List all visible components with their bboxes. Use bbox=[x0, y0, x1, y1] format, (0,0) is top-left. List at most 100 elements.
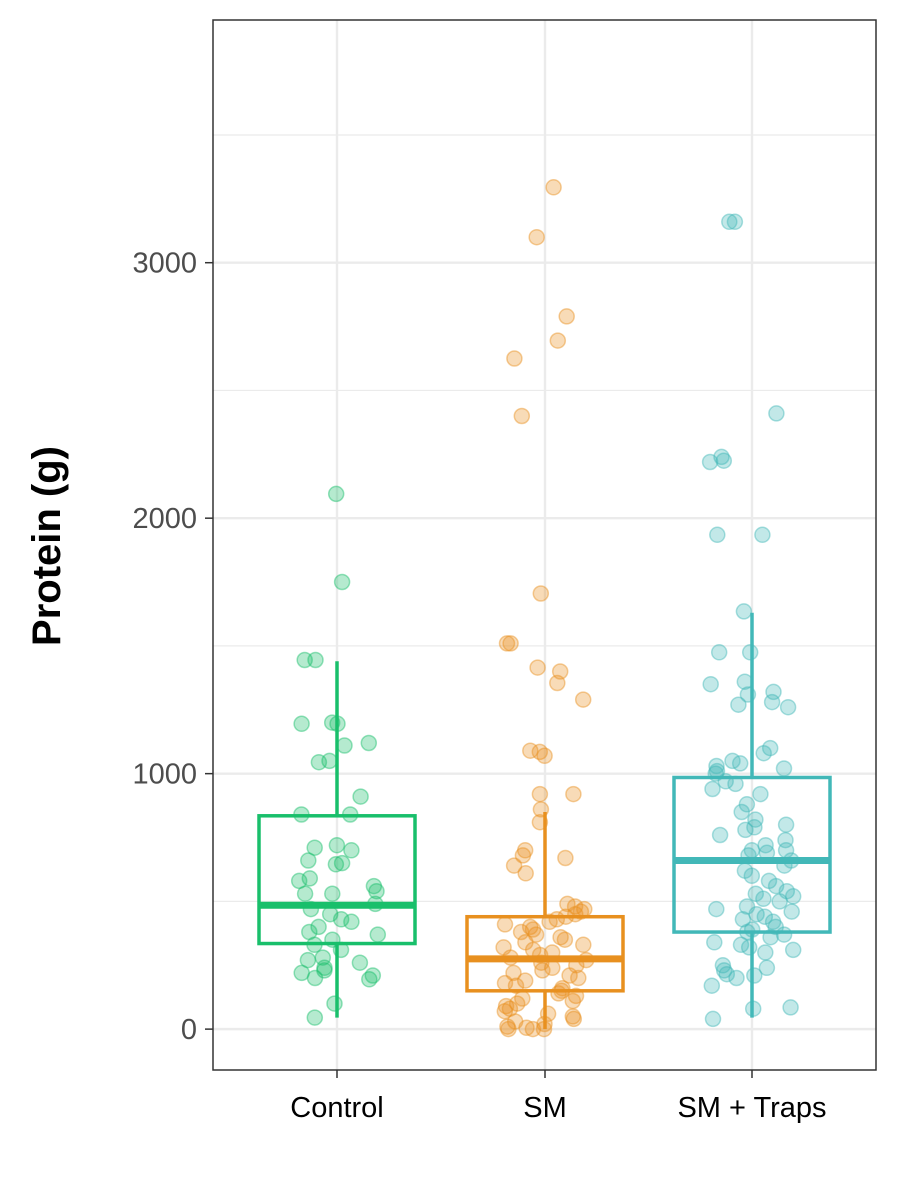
x-tick-label: Control bbox=[290, 1092, 384, 1124]
x-axis: Control SM SM + Traps bbox=[290, 1070, 827, 1124]
data-point bbox=[756, 908, 774, 925]
y-tick-label: 1000 bbox=[132, 759, 197, 791]
data-point bbox=[746, 967, 763, 984]
data-point bbox=[757, 944, 774, 961]
data-point bbox=[522, 742, 539, 759]
data-point bbox=[733, 803, 750, 821]
data-point bbox=[534, 962, 551, 979]
data-point bbox=[782, 999, 799, 1016]
data-point bbox=[565, 1010, 583, 1028]
data-point bbox=[506, 1013, 524, 1030]
box bbox=[465, 914, 625, 993]
data-point bbox=[738, 796, 756, 813]
data-point bbox=[328, 836, 346, 854]
data-point bbox=[293, 964, 310, 982]
data-point bbox=[752, 785, 769, 803]
data-point bbox=[293, 715, 310, 733]
data-point bbox=[514, 847, 532, 864]
data-point bbox=[324, 885, 341, 902]
data-point bbox=[296, 885, 314, 902]
data-point bbox=[730, 696, 747, 713]
data-point bbox=[708, 900, 725, 918]
data-point bbox=[549, 674, 566, 692]
data-point bbox=[561, 967, 578, 984]
data-point bbox=[333, 854, 351, 872]
data-point bbox=[704, 780, 721, 798]
y-tick-label: 2000 bbox=[132, 503, 197, 535]
data-point bbox=[740, 939, 758, 956]
data-point bbox=[709, 526, 726, 544]
data-point bbox=[517, 865, 534, 882]
data-point bbox=[518, 1019, 535, 1037]
data-point bbox=[760, 872, 778, 890]
data-point bbox=[310, 753, 328, 771]
data-point bbox=[574, 691, 592, 708]
data-point bbox=[332, 911, 350, 928]
data-point bbox=[557, 849, 574, 867]
data-point bbox=[724, 752, 741, 770]
data-point bbox=[778, 882, 796, 900]
data-point bbox=[306, 1009, 324, 1026]
data-point bbox=[558, 308, 575, 325]
data-point bbox=[505, 964, 522, 982]
data-point bbox=[529, 659, 546, 676]
data-point bbox=[775, 760, 793, 777]
data-point bbox=[333, 573, 351, 591]
data-point bbox=[512, 923, 530, 941]
data-point bbox=[301, 870, 319, 887]
data-point bbox=[754, 526, 771, 544]
data-point bbox=[747, 885, 765, 902]
data-point bbox=[737, 821, 754, 839]
data-point bbox=[564, 1008, 582, 1025]
data-point bbox=[784, 941, 802, 959]
data-point bbox=[290, 872, 308, 890]
data-point bbox=[513, 407, 531, 425]
data-point bbox=[351, 954, 369, 971]
data-point bbox=[743, 867, 761, 885]
data-point bbox=[734, 911, 752, 928]
data-point bbox=[738, 898, 756, 915]
data-point bbox=[758, 959, 776, 977]
data-point bbox=[524, 1020, 542, 1038]
data-point bbox=[368, 882, 385, 900]
data-point bbox=[779, 698, 797, 716]
data-point bbox=[364, 967, 382, 984]
data-point bbox=[369, 926, 387, 943]
data-point bbox=[360, 734, 378, 752]
data-point bbox=[718, 965, 736, 983]
data-point bbox=[527, 926, 545, 943]
box-layer bbox=[257, 612, 832, 1030]
data-point bbox=[299, 951, 317, 969]
data-point bbox=[508, 995, 526, 1012]
data-point bbox=[551, 663, 569, 680]
data-point bbox=[343, 842, 360, 859]
data-point bbox=[704, 1010, 722, 1028]
data-point bbox=[746, 819, 763, 836]
data-point bbox=[775, 926, 793, 943]
data-point bbox=[748, 905, 765, 923]
data-point bbox=[536, 747, 553, 765]
data-point bbox=[747, 811, 764, 828]
data-point bbox=[498, 635, 516, 652]
data-point bbox=[755, 890, 772, 908]
data-point bbox=[701, 453, 719, 471]
y-tick-label: 3000 bbox=[132, 248, 197, 280]
box bbox=[672, 775, 832, 934]
data-point bbox=[296, 651, 313, 669]
data-point bbox=[777, 816, 795, 833]
data-point bbox=[314, 949, 332, 966]
data-point bbox=[495, 939, 512, 956]
data-point bbox=[306, 839, 323, 856]
data-point bbox=[521, 918, 539, 936]
data-point bbox=[768, 405, 785, 422]
data-point bbox=[552, 928, 569, 946]
data-point bbox=[316, 962, 333, 979]
data-point bbox=[501, 1000, 519, 1017]
data-point bbox=[528, 228, 545, 246]
data-point bbox=[721, 213, 738, 231]
data-point bbox=[767, 877, 785, 895]
data-point bbox=[765, 683, 782, 701]
y-axis-title: Protein (g) bbox=[25, 446, 69, 646]
data-point bbox=[741, 644, 759, 661]
